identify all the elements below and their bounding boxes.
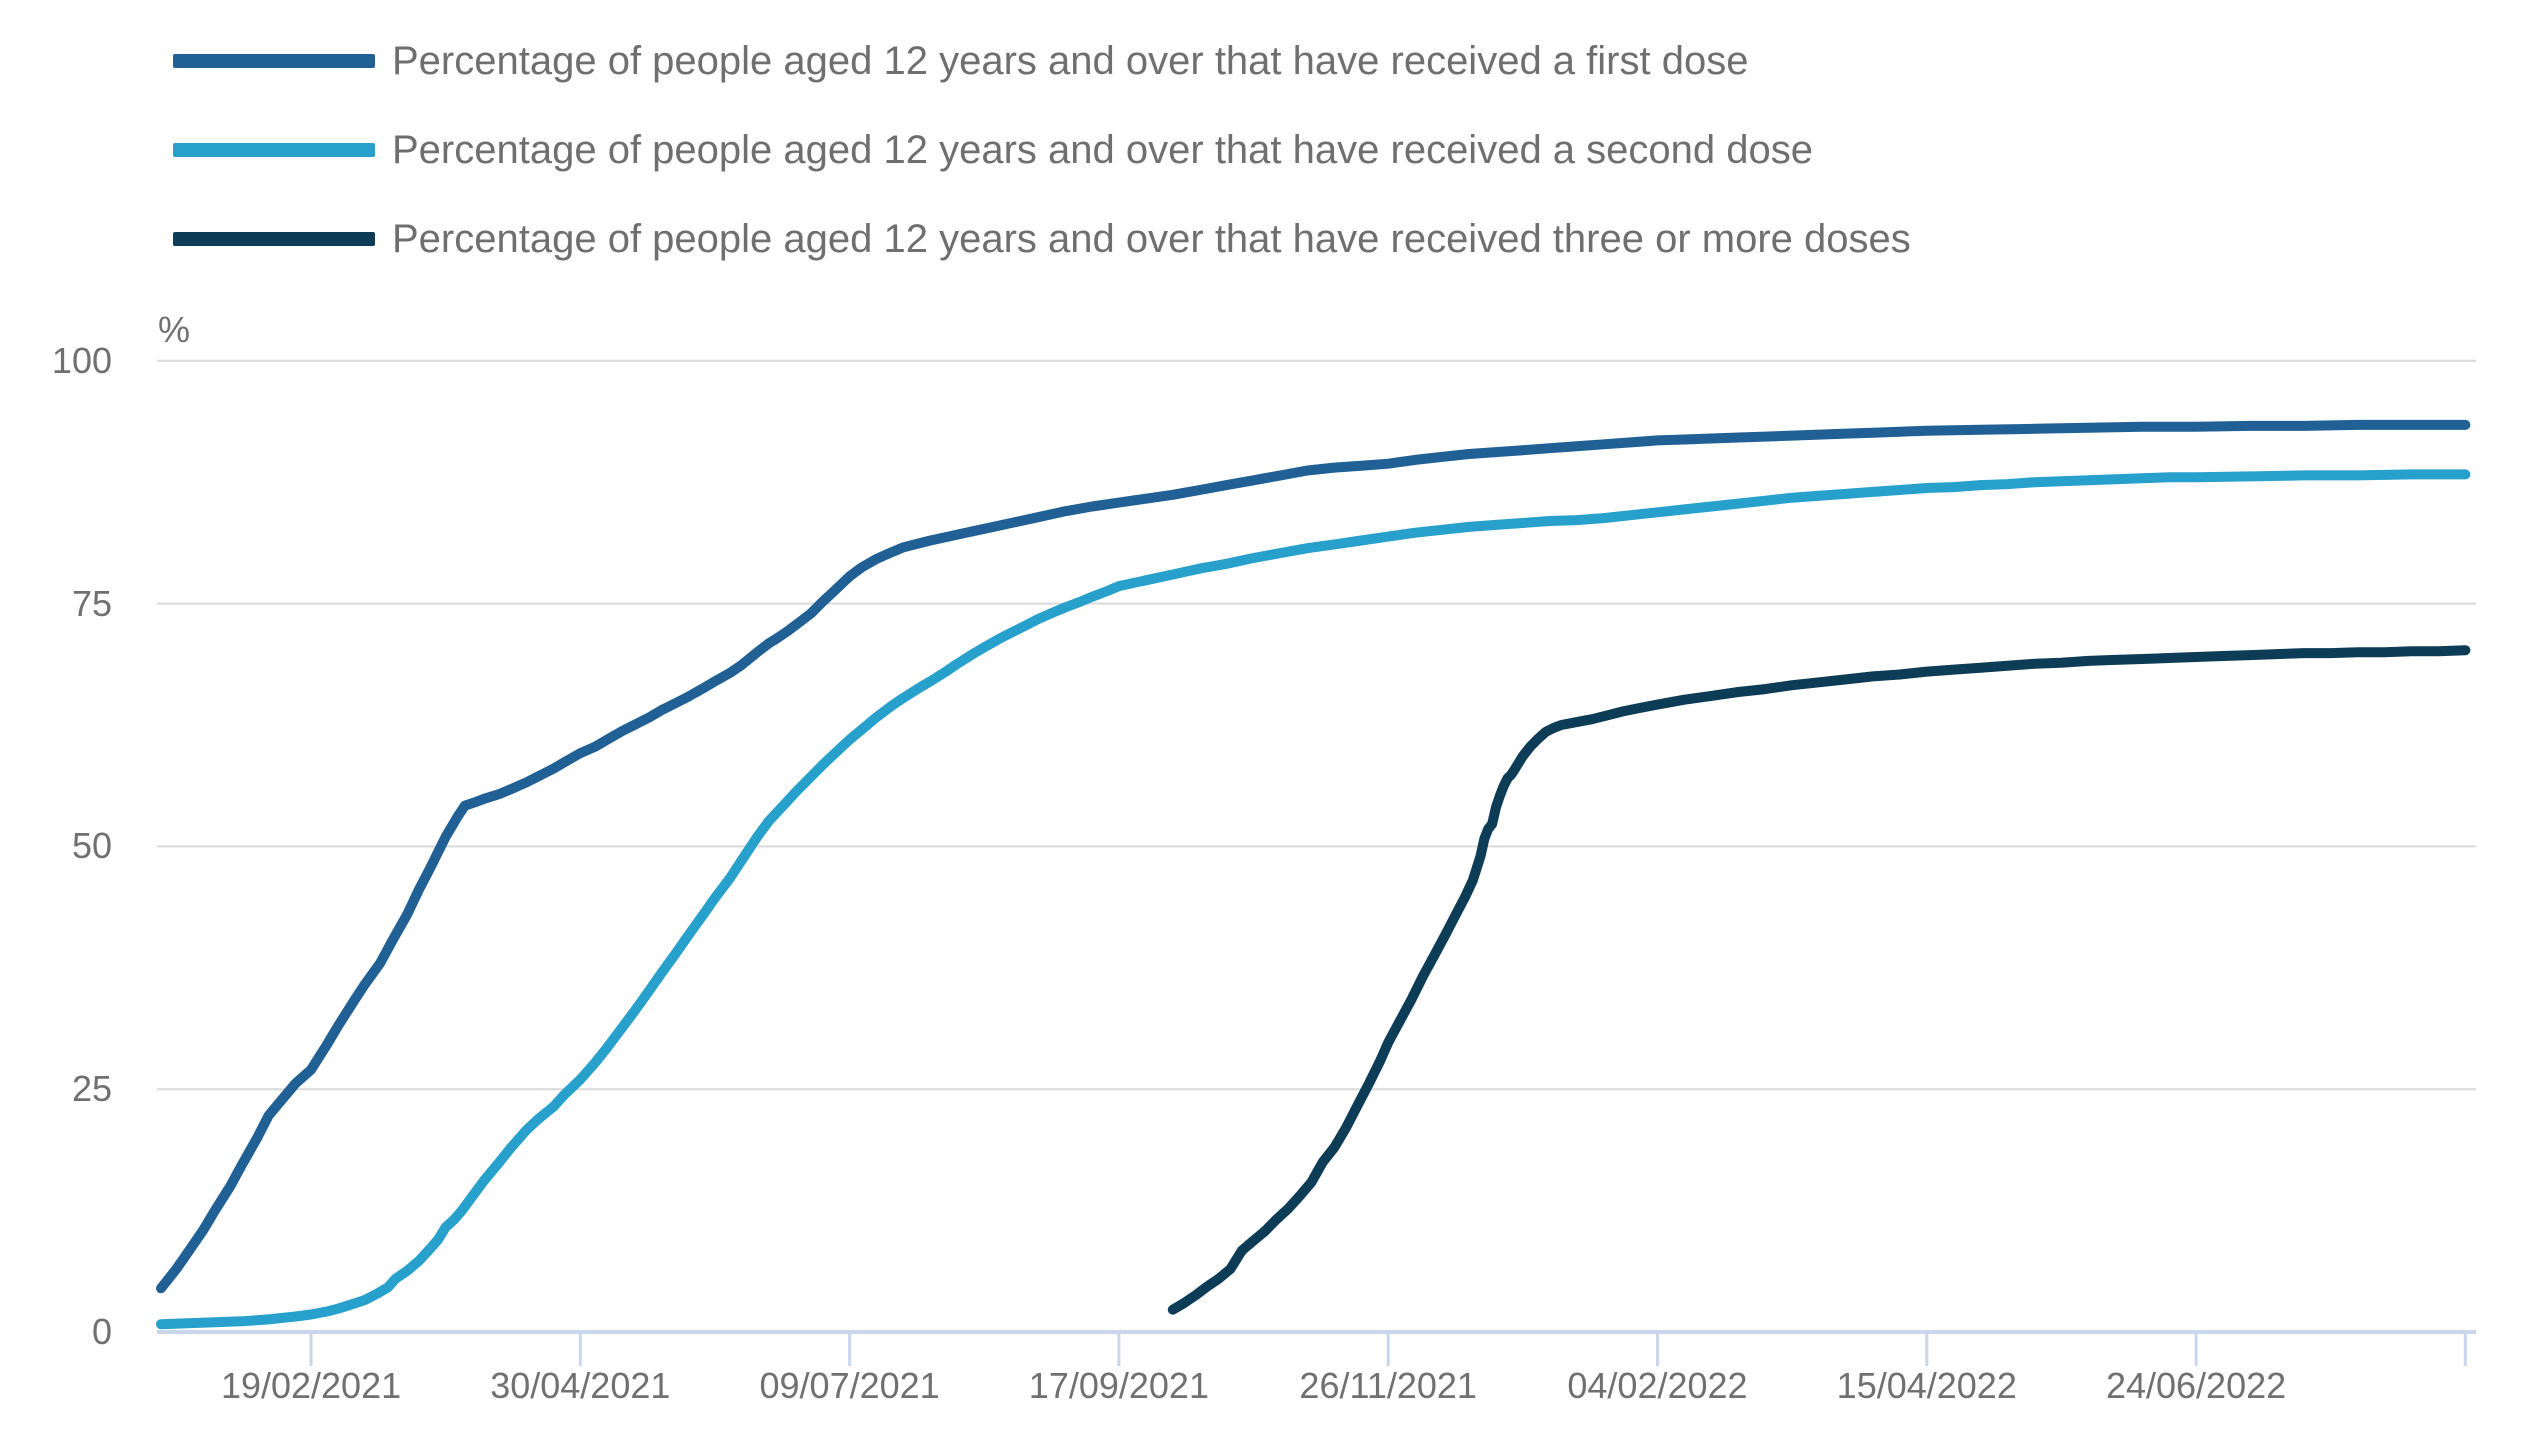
legend: Percentage of people aged 12 years and o…: [173, 36, 1911, 303]
legend-label: Percentage of people aged 12 years and o…: [392, 128, 1813, 172]
y-tick-label: 100: [51, 339, 112, 381]
x-tick-label: 30/04/2021: [490, 1365, 671, 1406]
legend-item: Percentage of people aged 12 years and o…: [173, 125, 1911, 175]
y-tick-label: 0: [91, 1311, 112, 1352]
series-line: [156, 469, 2471, 1330]
x-tick-label: 04/02/2022: [1567, 1365, 1748, 1406]
y-axis-unit-label: %: [158, 309, 191, 350]
x-tick-label: 17/09/2021: [1028, 1365, 1209, 1406]
y-tick-label: 75: [71, 582, 112, 624]
y-tick-label: 25: [71, 1068, 112, 1110]
legend-line-swatch: [173, 232, 375, 246]
legend-label: Percentage of people aged 12 years and o…: [392, 217, 1911, 261]
x-tick-label: 09/07/2021: [759, 1365, 940, 1406]
x-tick-label: 15/04/2022: [1836, 1365, 2017, 1406]
x-tick-label: 24/06/2022: [2105, 1365, 2287, 1406]
legend-item: Percentage of people aged 12 years and o…: [173, 36, 1911, 86]
x-tick-label: 19/02/2021: [220, 1365, 402, 1406]
legend-line-swatch: [173, 143, 375, 157]
legend-label: Percentage of people aged 12 years and o…: [392, 39, 1749, 83]
y-tick-label: 50: [71, 825, 112, 867]
series-line: [1167, 645, 2471, 1315]
series-line: [156, 419, 2471, 1294]
x-tick-label: 26/11/2021: [1299, 1365, 1477, 1406]
legend-line-swatch: [173, 54, 375, 68]
legend-item: Percentage of people aged 12 years and o…: [173, 214, 1911, 264]
